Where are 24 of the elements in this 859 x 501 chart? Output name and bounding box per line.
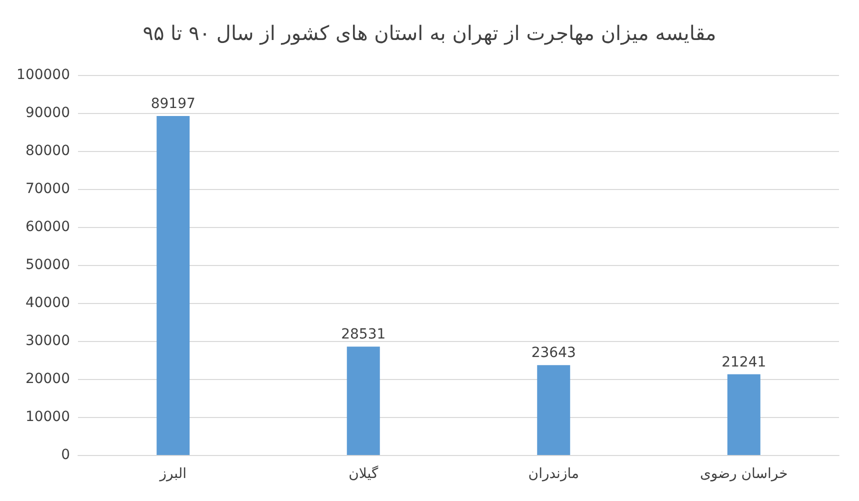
- x-tick-label: گیلان: [348, 465, 378, 482]
- x-tick-label: مازندران: [528, 466, 579, 482]
- bar: [346, 346, 380, 455]
- data-label: 28531: [341, 326, 386, 343]
- data-label: 21241: [722, 354, 766, 370]
- y-tick-label: 0: [61, 447, 70, 463]
- y-tick-label: 60000: [25, 219, 70, 235]
- y-tick-label: 100000: [16, 67, 70, 83]
- bar: [537, 365, 570, 455]
- chart-title: مقایسه میزان مهاجرت از تهران به استان های کشور از سال ۹۰ تا ۹۵: [142, 21, 716, 45]
- y-tick-label: 20000: [25, 371, 70, 387]
- y-tick-label: 30000: [25, 333, 70, 349]
- y-tick-label: 10000: [25, 409, 70, 425]
- bar: [156, 116, 190, 455]
- bar: [727, 374, 760, 455]
- y-tick-label: 40000: [25, 295, 70, 311]
- y-tick-label: 90000: [25, 105, 70, 121]
- x-tick-label: البرز: [158, 466, 187, 482]
- y-tick-label: 80000: [25, 143, 70, 159]
- x-tick-label: خراسان رضوی: [700, 466, 788, 482]
- y-tick-label: 70000: [25, 181, 70, 197]
- data-label: 89197: [150, 96, 196, 112]
- y-tick-label: 50000: [25, 257, 70, 273]
- data-label: 23643: [531, 345, 576, 362]
